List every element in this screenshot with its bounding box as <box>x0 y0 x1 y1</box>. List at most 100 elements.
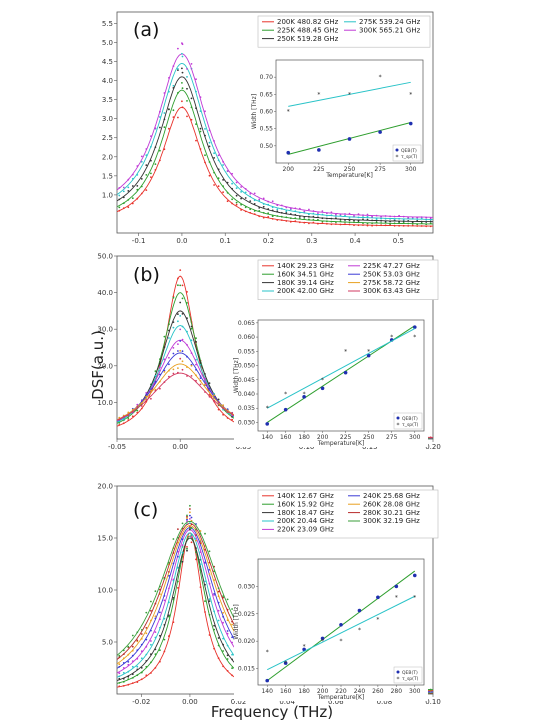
series-point <box>118 422 121 424</box>
series-point <box>226 608 229 611</box>
series-point <box>308 222 310 225</box>
series-point <box>177 92 179 94</box>
series-point <box>150 640 152 642</box>
series-point <box>181 532 184 535</box>
series-point <box>308 208 310 211</box>
series-point <box>172 372 175 375</box>
series-point <box>172 352 175 355</box>
series-point <box>231 412 234 414</box>
series-point <box>140 667 143 669</box>
series-point <box>204 562 206 564</box>
series-point <box>172 598 175 601</box>
series-point <box>222 164 225 166</box>
series-point <box>150 397 152 400</box>
series-point <box>231 658 234 661</box>
series-point <box>411 221 414 224</box>
inset-y-label: Width [THz] <box>233 604 240 639</box>
series-point <box>213 593 216 595</box>
series-point <box>140 650 143 653</box>
series-point <box>362 222 364 225</box>
series-point <box>285 220 288 222</box>
inset-y-tick-label: 0.040 <box>238 391 255 398</box>
series-point <box>235 203 238 206</box>
series-point <box>429 436 432 439</box>
series-point <box>127 190 130 192</box>
inset-point <box>302 647 306 652</box>
series-point <box>312 212 315 215</box>
series-point <box>136 185 139 187</box>
series-point <box>271 206 274 209</box>
series-point <box>122 653 125 655</box>
series-point <box>131 634 134 637</box>
series-point <box>244 191 247 194</box>
x-tick-label: 0.04 <box>279 698 295 706</box>
peak-marker <box>179 349 182 352</box>
series-point <box>289 207 292 210</box>
series-point <box>199 533 202 535</box>
series-point <box>371 219 373 222</box>
series-point <box>150 672 152 674</box>
series-point <box>131 410 134 413</box>
legend-entry: 225K 47.27 GHz <box>363 262 420 270</box>
series-point <box>276 208 279 211</box>
series-point <box>303 221 306 224</box>
inset-x-tick-label: 160 <box>280 688 292 695</box>
series-point <box>127 678 130 680</box>
inset-y-tick-label: 0.065 <box>238 320 255 327</box>
series-point <box>271 215 274 218</box>
series-point <box>208 387 211 390</box>
series-point <box>168 356 170 359</box>
series-point <box>136 631 139 634</box>
series-point <box>326 220 328 223</box>
series-point <box>159 626 161 629</box>
inset-legend-box <box>393 412 423 430</box>
series-point <box>186 517 188 519</box>
series-point <box>294 213 297 216</box>
x-tick-label: 0.20 <box>425 443 441 451</box>
inset-x-tick-label: 275 <box>386 434 398 441</box>
series-point <box>348 223 351 226</box>
series-point <box>150 145 152 148</box>
peak-marker <box>189 528 191 531</box>
series-point <box>398 224 400 227</box>
x-tick-label: -0.1 <box>132 237 146 245</box>
inset-point <box>343 370 348 375</box>
series-point <box>371 215 373 218</box>
series-point <box>217 657 220 660</box>
legend-entry: 200K 480.82 GHz <box>277 18 339 26</box>
series-point <box>280 219 283 222</box>
series-point <box>145 148 148 150</box>
curves <box>117 43 433 228</box>
series-point <box>140 155 143 158</box>
series-point <box>136 165 139 167</box>
series-point <box>429 225 432 228</box>
series-point <box>122 196 125 199</box>
series-point <box>168 108 170 110</box>
series-point <box>195 363 197 366</box>
inset-point: * <box>344 348 347 355</box>
inset-y-tick-label: 0.70 <box>260 74 274 81</box>
series-point <box>159 366 161 369</box>
series-point <box>118 418 121 421</box>
inset-point <box>265 678 270 683</box>
peak-marker <box>181 82 183 84</box>
series-point <box>312 221 315 224</box>
series-point <box>140 671 143 674</box>
series-point <box>190 536 193 539</box>
series-point <box>411 224 414 227</box>
inset-x-tick-label: 260 <box>372 688 384 695</box>
series-point <box>222 408 225 411</box>
inset-point <box>317 148 321 152</box>
x-tick-label: 0.0 <box>176 237 187 245</box>
y-tick-label: 3.0 <box>102 115 113 123</box>
series-point <box>190 527 193 529</box>
series-point <box>140 402 143 405</box>
series-point <box>199 377 202 379</box>
inset-point <box>283 661 288 665</box>
series-point <box>154 617 157 620</box>
series-point <box>186 375 188 377</box>
series-point <box>118 677 121 680</box>
series-point <box>213 152 216 155</box>
series-point <box>258 215 261 218</box>
